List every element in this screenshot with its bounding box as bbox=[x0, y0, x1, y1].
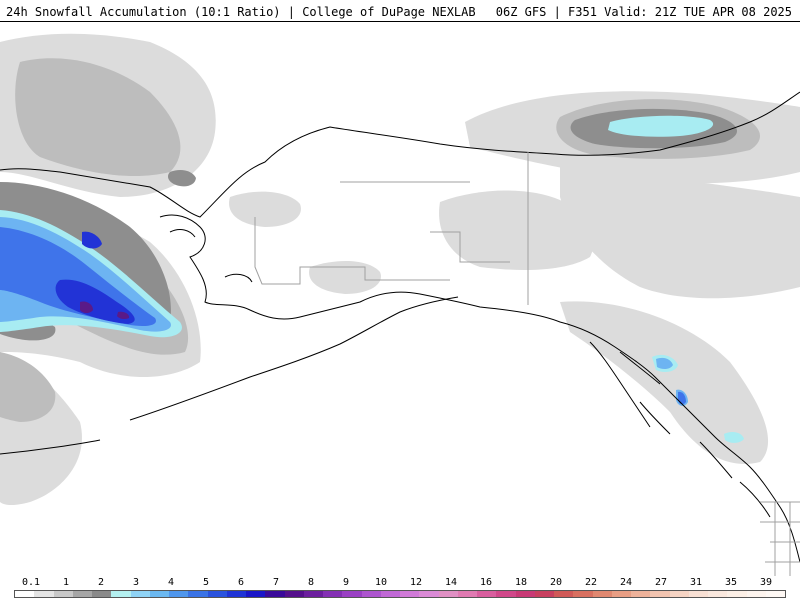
legend-swatch bbox=[34, 591, 54, 597]
legend-swatch bbox=[515, 591, 535, 597]
legend-swatch bbox=[15, 591, 35, 597]
legend-swatch bbox=[149, 591, 169, 597]
legend-swatch bbox=[534, 591, 554, 597]
legend-swatch bbox=[380, 591, 400, 597]
legend-swatch bbox=[688, 591, 708, 597]
legend-swatch bbox=[765, 591, 785, 597]
legend-tick-label: 6 bbox=[237, 577, 245, 588]
legend-swatch bbox=[669, 591, 689, 597]
snow-field-purple bbox=[80, 301, 130, 320]
legend-swatch bbox=[226, 591, 246, 597]
legend-tick-label: 24 bbox=[619, 577, 633, 588]
legend-tick-label: 18 bbox=[514, 577, 528, 588]
legend-swatch bbox=[708, 591, 728, 597]
legend-swatch bbox=[631, 591, 651, 597]
legend-swatch bbox=[650, 591, 670, 597]
legend-swatch bbox=[438, 591, 458, 597]
legend-swatch bbox=[554, 591, 574, 597]
legend-swatch bbox=[53, 591, 73, 597]
legend-tick-label: 0.1 bbox=[21, 577, 41, 588]
legend-swatch bbox=[727, 591, 747, 597]
title-bar: 24h Snowfall Accumulation (10:1 Ratio) |… bbox=[0, 0, 800, 22]
legend-tick-label: 2 bbox=[97, 577, 105, 588]
legend-swatch bbox=[457, 591, 477, 597]
legend-swatch bbox=[592, 591, 612, 597]
legend-tick-label: 7 bbox=[272, 577, 280, 588]
legend-swatch bbox=[188, 591, 208, 597]
legend-swatch bbox=[419, 591, 439, 597]
legend-colorbar bbox=[14, 590, 786, 598]
legend-tick-label: 9 bbox=[342, 577, 350, 588]
legend-tick-label: 16 bbox=[479, 577, 493, 588]
legend-swatch bbox=[342, 591, 362, 597]
legend-swatch bbox=[361, 591, 381, 597]
legend-tick-label: 31 bbox=[689, 577, 703, 588]
legend-tick-labels: 0.1 1 2 3 4 5 6 7 8 9 10 12 14 16 18 20 22 24 27 31 35 39 bbox=[0, 576, 800, 588]
color-scale-legend: 0.1 1 2 3 4 5 6 7 8 9 10 12 14 16 18 20 22 24 27 31 35 39 bbox=[0, 576, 800, 600]
legend-swatch bbox=[130, 591, 150, 597]
legend-swatch bbox=[246, 591, 266, 597]
legend-swatch bbox=[400, 591, 420, 597]
legend-swatch bbox=[169, 591, 189, 597]
legend-swatch bbox=[303, 591, 323, 597]
legend-tick-label: 5 bbox=[202, 577, 210, 588]
legend-tick-label: 12 bbox=[409, 577, 423, 588]
legend-tick-label: 20 bbox=[549, 577, 563, 588]
snowfall-map bbox=[0, 33, 800, 576]
legend-tick-label: 14 bbox=[444, 577, 458, 588]
legend-tick-label: 27 bbox=[654, 577, 668, 588]
legend-swatch bbox=[111, 591, 131, 597]
legend-tick-label: 3 bbox=[132, 577, 140, 588]
legend-swatch bbox=[265, 591, 285, 597]
model-run-info: 06Z GFS | F351 Valid: 21Z TUE APR 08 202… bbox=[495, 5, 792, 19]
legend-swatch bbox=[323, 591, 343, 597]
legend-swatch bbox=[496, 591, 516, 597]
product-title: 24h Snowfall Accumulation (10:1 Ratio) |… bbox=[6, 5, 476, 19]
legend-swatch bbox=[284, 591, 304, 597]
legend-swatch bbox=[573, 591, 593, 597]
snow-field-dark-blue bbox=[55, 231, 135, 324]
legend-swatch bbox=[207, 591, 227, 597]
political-borders bbox=[254, 152, 800, 576]
legend-swatch bbox=[611, 591, 631, 597]
legend-tick-label: 39 bbox=[759, 577, 773, 588]
legend-swatch bbox=[92, 591, 112, 597]
legend-swatch bbox=[746, 591, 766, 597]
legend-tick-label: 22 bbox=[584, 577, 598, 588]
legend-swatch bbox=[477, 591, 497, 597]
legend-tick-label: 35 bbox=[724, 577, 738, 588]
legend-tick-label: 1 bbox=[62, 577, 70, 588]
legend-swatch bbox=[72, 591, 92, 597]
legend-tick-label: 10 bbox=[374, 577, 388, 588]
legend-tick-label: 8 bbox=[307, 577, 315, 588]
coastline bbox=[0, 91, 800, 563]
legend-tick-label: 4 bbox=[167, 577, 175, 588]
